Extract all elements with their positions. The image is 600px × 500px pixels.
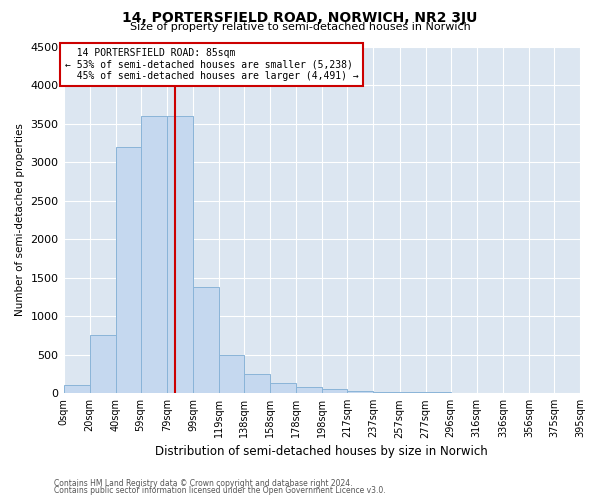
Bar (140, 116, 167, 393)
Bar (400, 392, 426, 393)
Bar (426, 392, 451, 393)
Y-axis label: Number of semi-detached properties: Number of semi-detached properties (15, 124, 25, 316)
Bar (296, 387, 322, 393)
Text: Size of property relative to semi-detached houses in Norwich: Size of property relative to semi-detach… (130, 22, 470, 32)
Text: Contains HM Land Registry data © Crown copyright and database right 2024.: Contains HM Land Registry data © Crown c… (54, 478, 353, 488)
Bar (167, 116, 193, 393)
Bar (373, 392, 400, 393)
Bar (322, 390, 347, 393)
Bar (89, 336, 116, 393)
Bar (270, 383, 296, 393)
Text: 14, PORTERSFIELD ROAD, NORWICH, NR2 3JU: 14, PORTERSFIELD ROAD, NORWICH, NR2 3JU (122, 11, 478, 25)
Bar (219, 354, 244, 393)
Bar (116, 146, 140, 393)
Bar (193, 287, 219, 393)
Bar (64, 386, 89, 393)
Text: Contains public sector information licensed under the Open Government Licence v3: Contains public sector information licen… (54, 486, 386, 495)
X-axis label: Distribution of semi-detached houses by size in Norwich: Distribution of semi-detached houses by … (155, 444, 488, 458)
Text: 14 PORTERSFIELD ROAD: 85sqm
← 53% of semi-detached houses are smaller (5,238)
  : 14 PORTERSFIELD ROAD: 85sqm ← 53% of sem… (65, 48, 359, 81)
Bar (347, 391, 373, 393)
Bar (244, 374, 270, 393)
